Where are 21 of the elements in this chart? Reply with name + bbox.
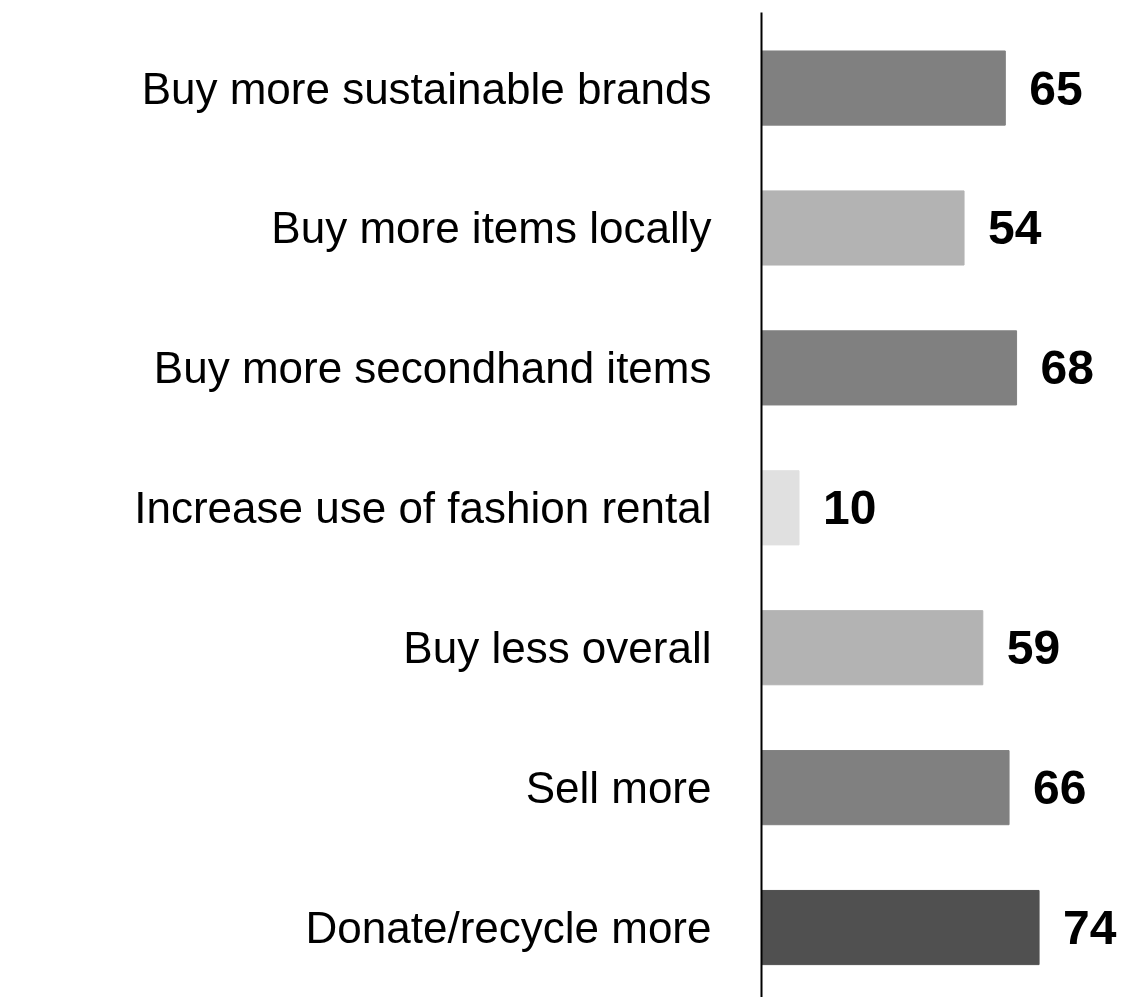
bar — [761, 50, 1006, 126]
data-label: 59 — [1006, 621, 1061, 675]
data-label: 65 — [1029, 61, 1083, 115]
bar — [761, 190, 965, 266]
bar — [761, 330, 1018, 406]
y-tick-label: Donate/recycle more — [305, 903, 712, 953]
y-tick-label: Sell more — [525, 763, 712, 813]
data-label: 74 — [1063, 901, 1117, 955]
y-tick-label: Buy more items locally — [271, 203, 712, 253]
y-tick-label: Buy less overall — [403, 623, 712, 673]
bar — [761, 610, 984, 686]
bar — [761, 889, 1040, 966]
data-label: 54 — [988, 201, 1042, 255]
data-label: 66 — [1033, 761, 1087, 815]
data-label: 10 — [823, 481, 877, 535]
bar — [761, 470, 800, 546]
y-tick-label: Buy more secondhand items — [153, 343, 712, 393]
data-label: 68 — [1040, 341, 1094, 395]
y-tick-label: Buy more sustainable brands — [141, 63, 712, 113]
y-tick-label: Increase use of fashion rental — [134, 483, 712, 533]
bar — [761, 750, 1010, 826]
